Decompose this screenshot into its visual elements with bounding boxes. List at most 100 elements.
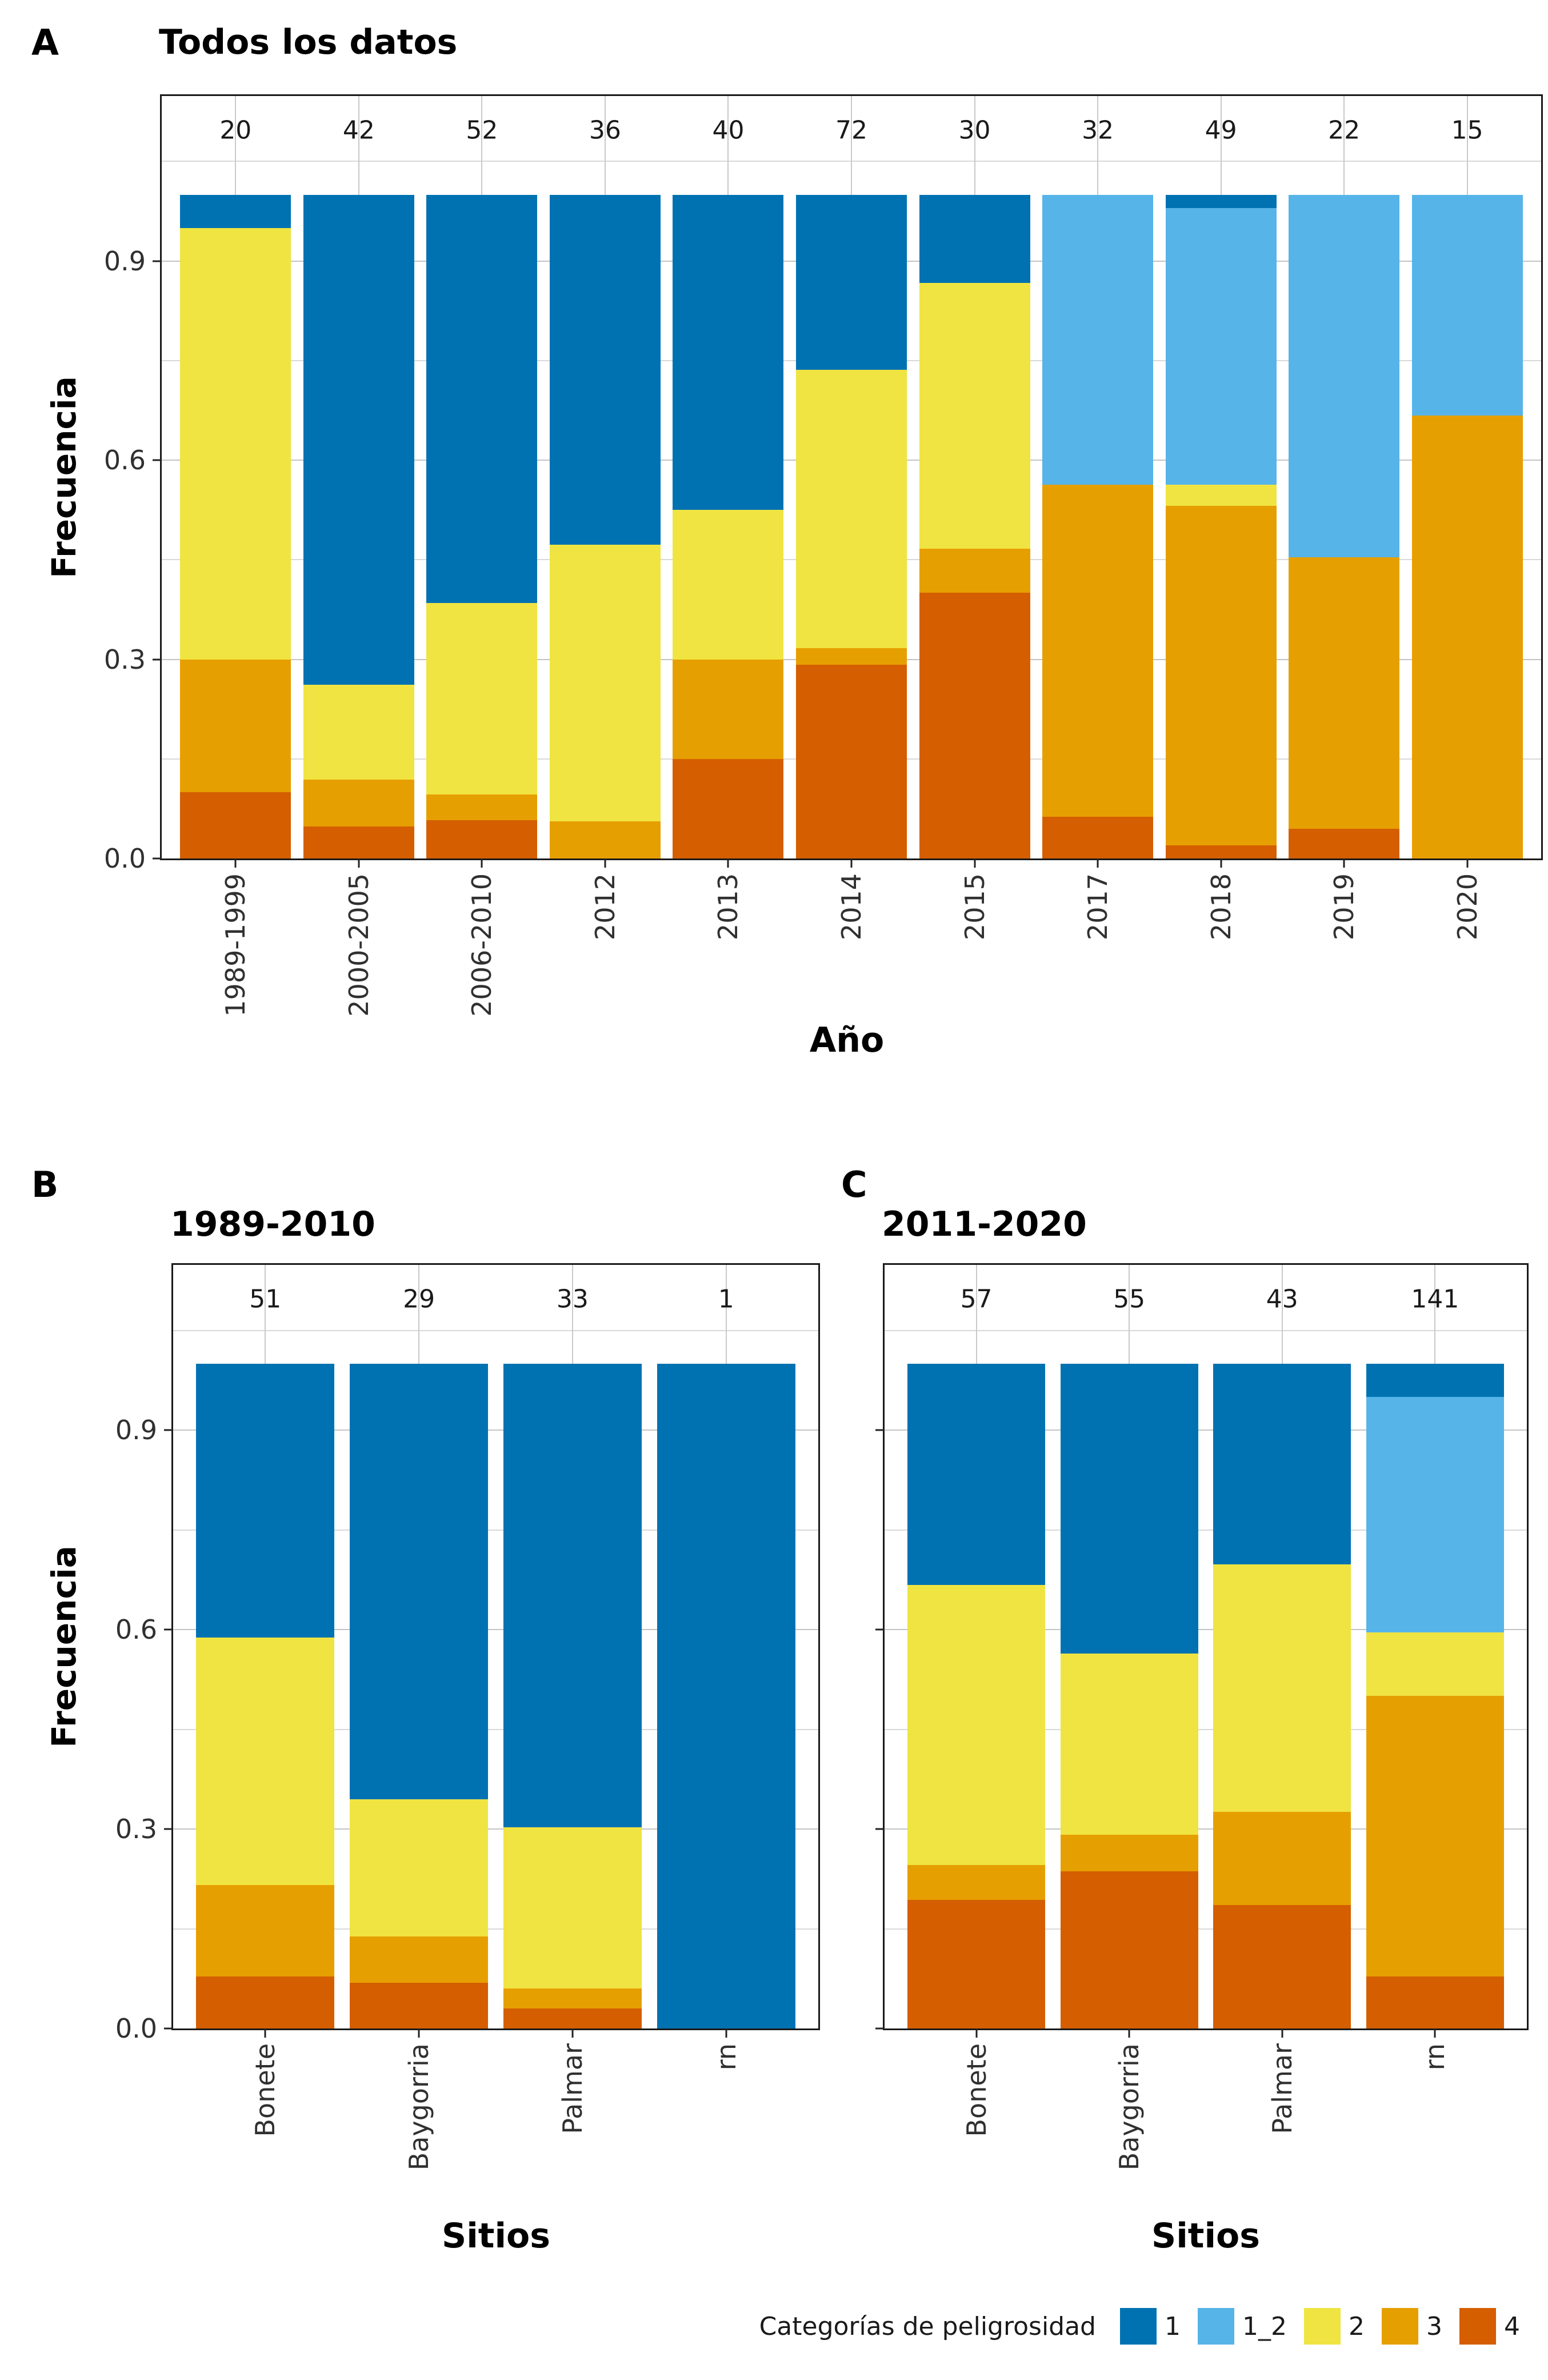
legend-label: 1 [1165,2311,1181,2341]
count-label: 49 [1205,115,1237,145]
bar-segment-cat-3 [1165,506,1277,845]
legend-swatch-1_2 [1198,2308,1234,2345]
y-tick-mark [875,1429,885,1431]
x-tick-mark [1343,858,1345,868]
bar-1989-1999 [180,194,291,859]
count-label: 36 [589,115,621,145]
x-tick-mark [725,2028,727,2038]
y-tick-label: 0.0 [115,2013,157,2044]
bar-segment-cat-3 [1366,1696,1504,1977]
x-tick-label: Baygorria [1114,2043,1145,2171]
y-tick-mark [164,1628,173,1631]
bar-segment-cat-4 [1289,828,1400,858]
panel-tag-c: C [841,1164,867,1205]
bar-segment-cat-2 [1213,1564,1351,1812]
x-tick-mark [1466,858,1469,868]
bar-rn [1366,1363,1504,2028]
x-tick-mark [727,858,729,868]
bar-segment-cat-1 [1366,1363,1504,1397]
legend-swatch-3 [1382,2308,1418,2345]
bar-segment-cat-2 [673,510,784,660]
x-tick-label: Baygorria [403,2043,435,2171]
legend-items: 1 1_2 2 3 4 [1120,2308,1520,2345]
gridline-minor [885,1728,1527,1730]
count-label: 30 [958,115,991,145]
gridline-minor [173,1329,818,1331]
y-axis-title-a: Frecuencia [45,376,83,578]
bar-segment-cat-4 [426,820,538,858]
bar-segment-cat-3 [907,1864,1045,1900]
bar-segment-cat-4 [673,758,784,858]
x-tick-label: rn [1419,2043,1451,2071]
panel-tag-a: A [31,22,59,63]
count-label: 55 [1113,1284,1146,1314]
x-tick-mark [358,858,360,868]
bar-segment-cat-4 [919,593,1030,858]
bar-segment-cat-1 [426,194,538,603]
bar-segment-cat-4 [1165,845,1277,858]
bar-2017 [1042,194,1154,859]
gridline-major [173,1828,818,1830]
x-tick-mark [1434,2028,1436,2038]
gridline-minor [885,1329,1527,1331]
bar-segment-cat-1 [503,1363,642,1827]
bar-Baygorria [350,1363,489,2028]
legend-swatch-4 [1459,2308,1496,2345]
bar-segment-cat-3 [549,821,661,858]
bar-2000-2005 [303,194,414,859]
x-tick-mark [975,2028,978,2038]
x-axis-title-a: Año [809,1020,885,1060]
x-tick-label: Palmar [557,2043,588,2134]
bar-segment-cat-1 [350,1363,489,1799]
bar-2018 [1165,194,1277,859]
bar-segment-cat-4 [196,1976,335,2028]
y-tick-mark [153,658,162,661]
x-tick-label: 2013 [713,873,744,941]
x-tick-label: 1989-1999 [220,873,251,1017]
x-tick-mark [418,2028,420,2038]
x-tick-label: Palmar [1266,2043,1298,2134]
y-tick-label: 0.6 [103,445,146,476]
x-tick-label: 2017 [1082,873,1114,941]
bar-segment-cat-2 [303,684,414,780]
y-tick-mark [164,2027,173,2030]
bar-2020 [1411,194,1523,859]
bar-2019 [1289,194,1400,859]
x-tick-label: rn [710,2043,742,2071]
gridline-minor [885,1928,1527,1930]
count-label: 33 [556,1284,589,1314]
bar-segment-cat-2 [907,1585,1045,1865]
bar-Palmar [1213,1363,1351,2028]
gridline-major [173,1629,818,1631]
bar-segment-cat-3 [1289,557,1400,829]
bar-segment-cat-1_2 [1165,207,1277,485]
count-label: 32 [1082,115,1114,145]
count-label: 72 [835,115,867,145]
gridline-major [173,1429,818,1431]
x-tick-label: 2014 [836,873,867,941]
bar-segment-cat-4 [907,1900,1045,2028]
bar-2014 [796,194,907,859]
y-tick-mark [875,1828,885,1830]
bar-2015 [919,194,1030,859]
bar-segment-cat-1 [1213,1363,1351,1565]
bar-segment-cat-2 [549,544,661,821]
legend-swatch-2 [1304,2308,1341,2345]
bar-segment-cat-2 [196,1638,335,1885]
y-tick-label: 0.9 [115,1415,157,1446]
bar-segment-cat-2 [796,370,907,648]
count-label: 51 [249,1284,282,1314]
count-label: 22 [1328,115,1361,145]
bar-Bonete [907,1363,1045,2028]
plot-area-b: 51 Bonete 29 Baygorria 33 Palmar 1 rn 0.0 0.3 0.6 0… [115,1263,820,2170]
x-tick-mark [571,2028,574,2038]
y-tick-mark [153,857,162,860]
bar-segment-cat-2 [503,1827,642,1989]
count-label: 43 [1266,1284,1298,1314]
bar-segment-cat-4 [1213,1904,1351,2028]
bar-segment-cat-3 [1060,1835,1198,1872]
x-tick-label: 2012 [589,873,621,941]
x-tick-mark [1281,2028,1283,2038]
x-tick-mark [481,858,483,868]
